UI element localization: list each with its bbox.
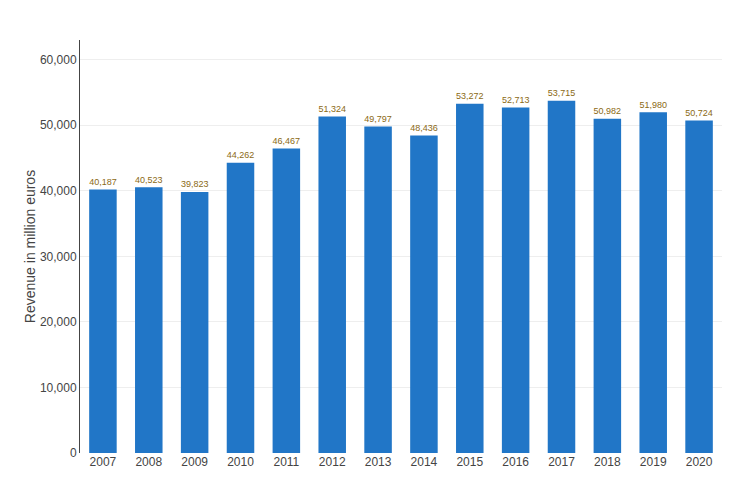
svg-text:2017: 2017: [548, 455, 575, 469]
svg-text:2007: 2007: [90, 455, 117, 469]
svg-text:20,000: 20,000: [40, 315, 77, 329]
svg-text:50,724: 50,724: [685, 108, 712, 118]
svg-text:50,982: 50,982: [594, 106, 621, 116]
svg-text:30,000: 30,000: [40, 250, 77, 264]
svg-text:2020: 2020: [686, 455, 713, 469]
svg-text:2014: 2014: [411, 455, 438, 469]
svg-text:52,713: 52,713: [502, 95, 529, 105]
svg-text:51,324: 51,324: [318, 104, 345, 114]
svg-text:2011: 2011: [273, 455, 299, 469]
svg-text:10,000: 10,000: [40, 381, 77, 395]
svg-text:0: 0: [70, 446, 77, 460]
svg-text:50,000: 50,000: [40, 118, 77, 132]
svg-text:Revenue in million euros: Revenue in million euros: [22, 170, 38, 323]
svg-text:2009: 2009: [181, 455, 208, 469]
svg-text:44,262: 44,262: [227, 150, 254, 160]
svg-text:2018: 2018: [594, 455, 621, 469]
svg-text:51,980: 51,980: [639, 100, 666, 110]
svg-text:53,272: 53,272: [456, 91, 483, 101]
svg-text:2016: 2016: [502, 455, 529, 469]
svg-text:60,000: 60,000: [40, 53, 77, 67]
svg-text:39,823: 39,823: [181, 179, 208, 189]
svg-text:49,797: 49,797: [364, 114, 391, 124]
svg-text:2015: 2015: [456, 455, 483, 469]
svg-text:40,000: 40,000: [40, 184, 77, 198]
svg-text:2010: 2010: [227, 455, 254, 469]
svg-text:2019: 2019: [640, 455, 667, 469]
svg-text:40,187: 40,187: [89, 177, 116, 187]
svg-text:48,436: 48,436: [410, 123, 437, 133]
svg-text:46,467: 46,467: [273, 136, 300, 146]
svg-text:2013: 2013: [365, 455, 392, 469]
svg-text:2008: 2008: [135, 455, 162, 469]
svg-text:53,715: 53,715: [548, 88, 575, 98]
svg-text:2012: 2012: [319, 455, 346, 469]
svg-text:40,523: 40,523: [135, 175, 162, 185]
